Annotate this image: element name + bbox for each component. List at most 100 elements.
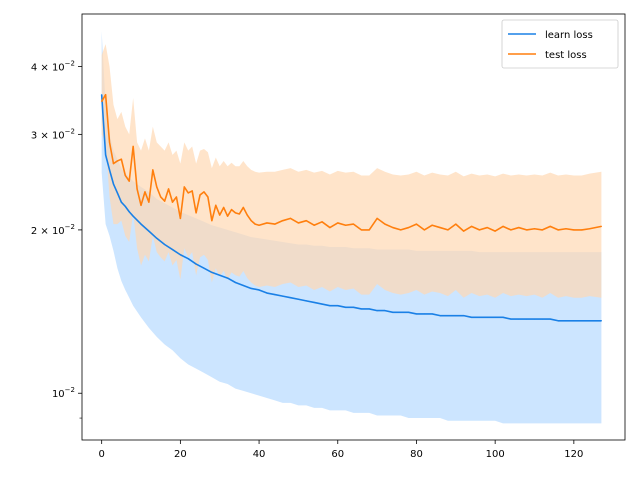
point-test-loss xyxy=(337,222,339,224)
point-test-loss xyxy=(199,194,201,196)
band-test-loss xyxy=(101,44,602,298)
point-learn-loss xyxy=(447,315,449,317)
point-test-loss xyxy=(128,180,130,182)
point-learn-loss xyxy=(384,310,386,312)
point-test-loss xyxy=(439,226,441,229)
point-learn-loss xyxy=(219,274,221,276)
point-test-loss xyxy=(510,229,512,231)
point-learn-loss xyxy=(455,315,457,317)
point-test-loss xyxy=(297,222,300,224)
series-lines xyxy=(100,93,602,322)
point-test-loss xyxy=(282,220,284,222)
point-learn-loss xyxy=(116,192,119,194)
point-test-loss xyxy=(321,221,323,223)
point-learn-loss xyxy=(588,320,591,322)
point-learn-loss xyxy=(329,305,331,307)
x-tick-label: 100 xyxy=(486,449,505,460)
y-tick-label: 10−2 xyxy=(52,386,75,400)
point-learn-loss xyxy=(368,308,370,310)
point-test-loss xyxy=(175,196,178,198)
point-learn-loss xyxy=(258,289,260,291)
point-learn-loss xyxy=(565,320,567,322)
point-test-loss xyxy=(246,214,248,216)
point-test-loss xyxy=(447,229,449,231)
point-learn-loss xyxy=(400,311,402,313)
band-learn-loss xyxy=(101,31,602,424)
point-test-loss xyxy=(588,228,591,230)
point-learn-loss xyxy=(439,315,441,317)
point-test-loss xyxy=(164,200,166,202)
point-test-loss xyxy=(392,226,394,229)
point-test-loss xyxy=(120,158,122,160)
point-learn-loss xyxy=(518,318,520,320)
point-test-loss xyxy=(494,230,496,232)
confidence-bands xyxy=(101,31,602,424)
point-test-loss xyxy=(160,196,162,198)
point-learn-loss xyxy=(415,313,418,315)
point-learn-loss xyxy=(211,271,213,273)
point-test-loss xyxy=(541,229,543,231)
point-learn-loss xyxy=(423,313,425,315)
point-test-loss xyxy=(415,223,418,225)
point-learn-loss xyxy=(470,316,473,318)
point-test-loss xyxy=(171,201,174,203)
point-learn-loss xyxy=(132,215,134,217)
legend-box xyxy=(501,19,619,69)
point-test-loss xyxy=(124,174,126,177)
point-test-loss xyxy=(211,220,213,222)
point-test-loss xyxy=(112,163,115,165)
point-learn-loss xyxy=(502,316,504,318)
point-learn-loss xyxy=(557,320,559,322)
point-learn-loss xyxy=(156,237,158,239)
plot-frame xyxy=(81,13,626,441)
point-test-loss xyxy=(518,226,520,229)
point-learn-loss xyxy=(494,316,496,318)
point-learn-loss xyxy=(195,263,197,265)
point-test-loss xyxy=(360,229,362,231)
point-learn-loss xyxy=(164,243,166,246)
point-test-loss xyxy=(230,209,233,211)
point-test-loss xyxy=(407,226,410,229)
point-test-loss xyxy=(101,100,103,103)
point-test-loss xyxy=(600,225,602,227)
point-learn-loss xyxy=(171,248,174,251)
point-test-loss xyxy=(274,223,276,225)
point-test-loss xyxy=(329,226,331,229)
line-learn-loss xyxy=(100,94,602,322)
point-test-loss xyxy=(152,169,154,171)
point-test-loss xyxy=(470,225,473,227)
point-test-loss xyxy=(431,224,433,226)
point-test-loss xyxy=(207,196,209,198)
point-test-loss xyxy=(132,145,134,148)
y-axis: 10−2 2 × 10−2 3 × 10−2 4 × 10−2 xyxy=(31,60,82,419)
point-test-loss xyxy=(105,94,107,96)
point-learn-loss xyxy=(352,306,355,308)
point-test-loss xyxy=(140,204,142,206)
y-tick-label: 2 × 10−2 xyxy=(31,223,75,237)
point-test-loss xyxy=(478,229,481,231)
point-learn-loss xyxy=(360,308,362,310)
point-test-loss xyxy=(502,225,504,227)
point-learn-loss xyxy=(266,292,268,294)
point-test-loss xyxy=(234,212,237,214)
point-learn-loss xyxy=(407,311,410,313)
point-test-loss xyxy=(191,190,193,192)
point-learn-loss xyxy=(541,318,543,320)
point-learn-loss xyxy=(549,318,551,320)
y-tick-label: 4 × 10−2 xyxy=(31,60,75,74)
point-test-loss xyxy=(400,229,402,231)
point-learn-loss xyxy=(101,94,103,96)
legend: learn loss test loss xyxy=(501,19,619,69)
point-learn-loss xyxy=(392,311,394,313)
legend-label-test-loss: test loss xyxy=(545,50,587,61)
point-test-loss xyxy=(144,191,146,193)
point-test-loss xyxy=(486,226,488,229)
point-test-loss xyxy=(195,212,197,214)
point-test-loss xyxy=(156,186,158,188)
point-learn-loss xyxy=(203,267,205,269)
point-test-loss xyxy=(136,188,138,190)
point-test-loss xyxy=(376,217,378,220)
point-test-loss xyxy=(187,192,189,194)
x-tick-label: 20 xyxy=(174,449,187,460)
